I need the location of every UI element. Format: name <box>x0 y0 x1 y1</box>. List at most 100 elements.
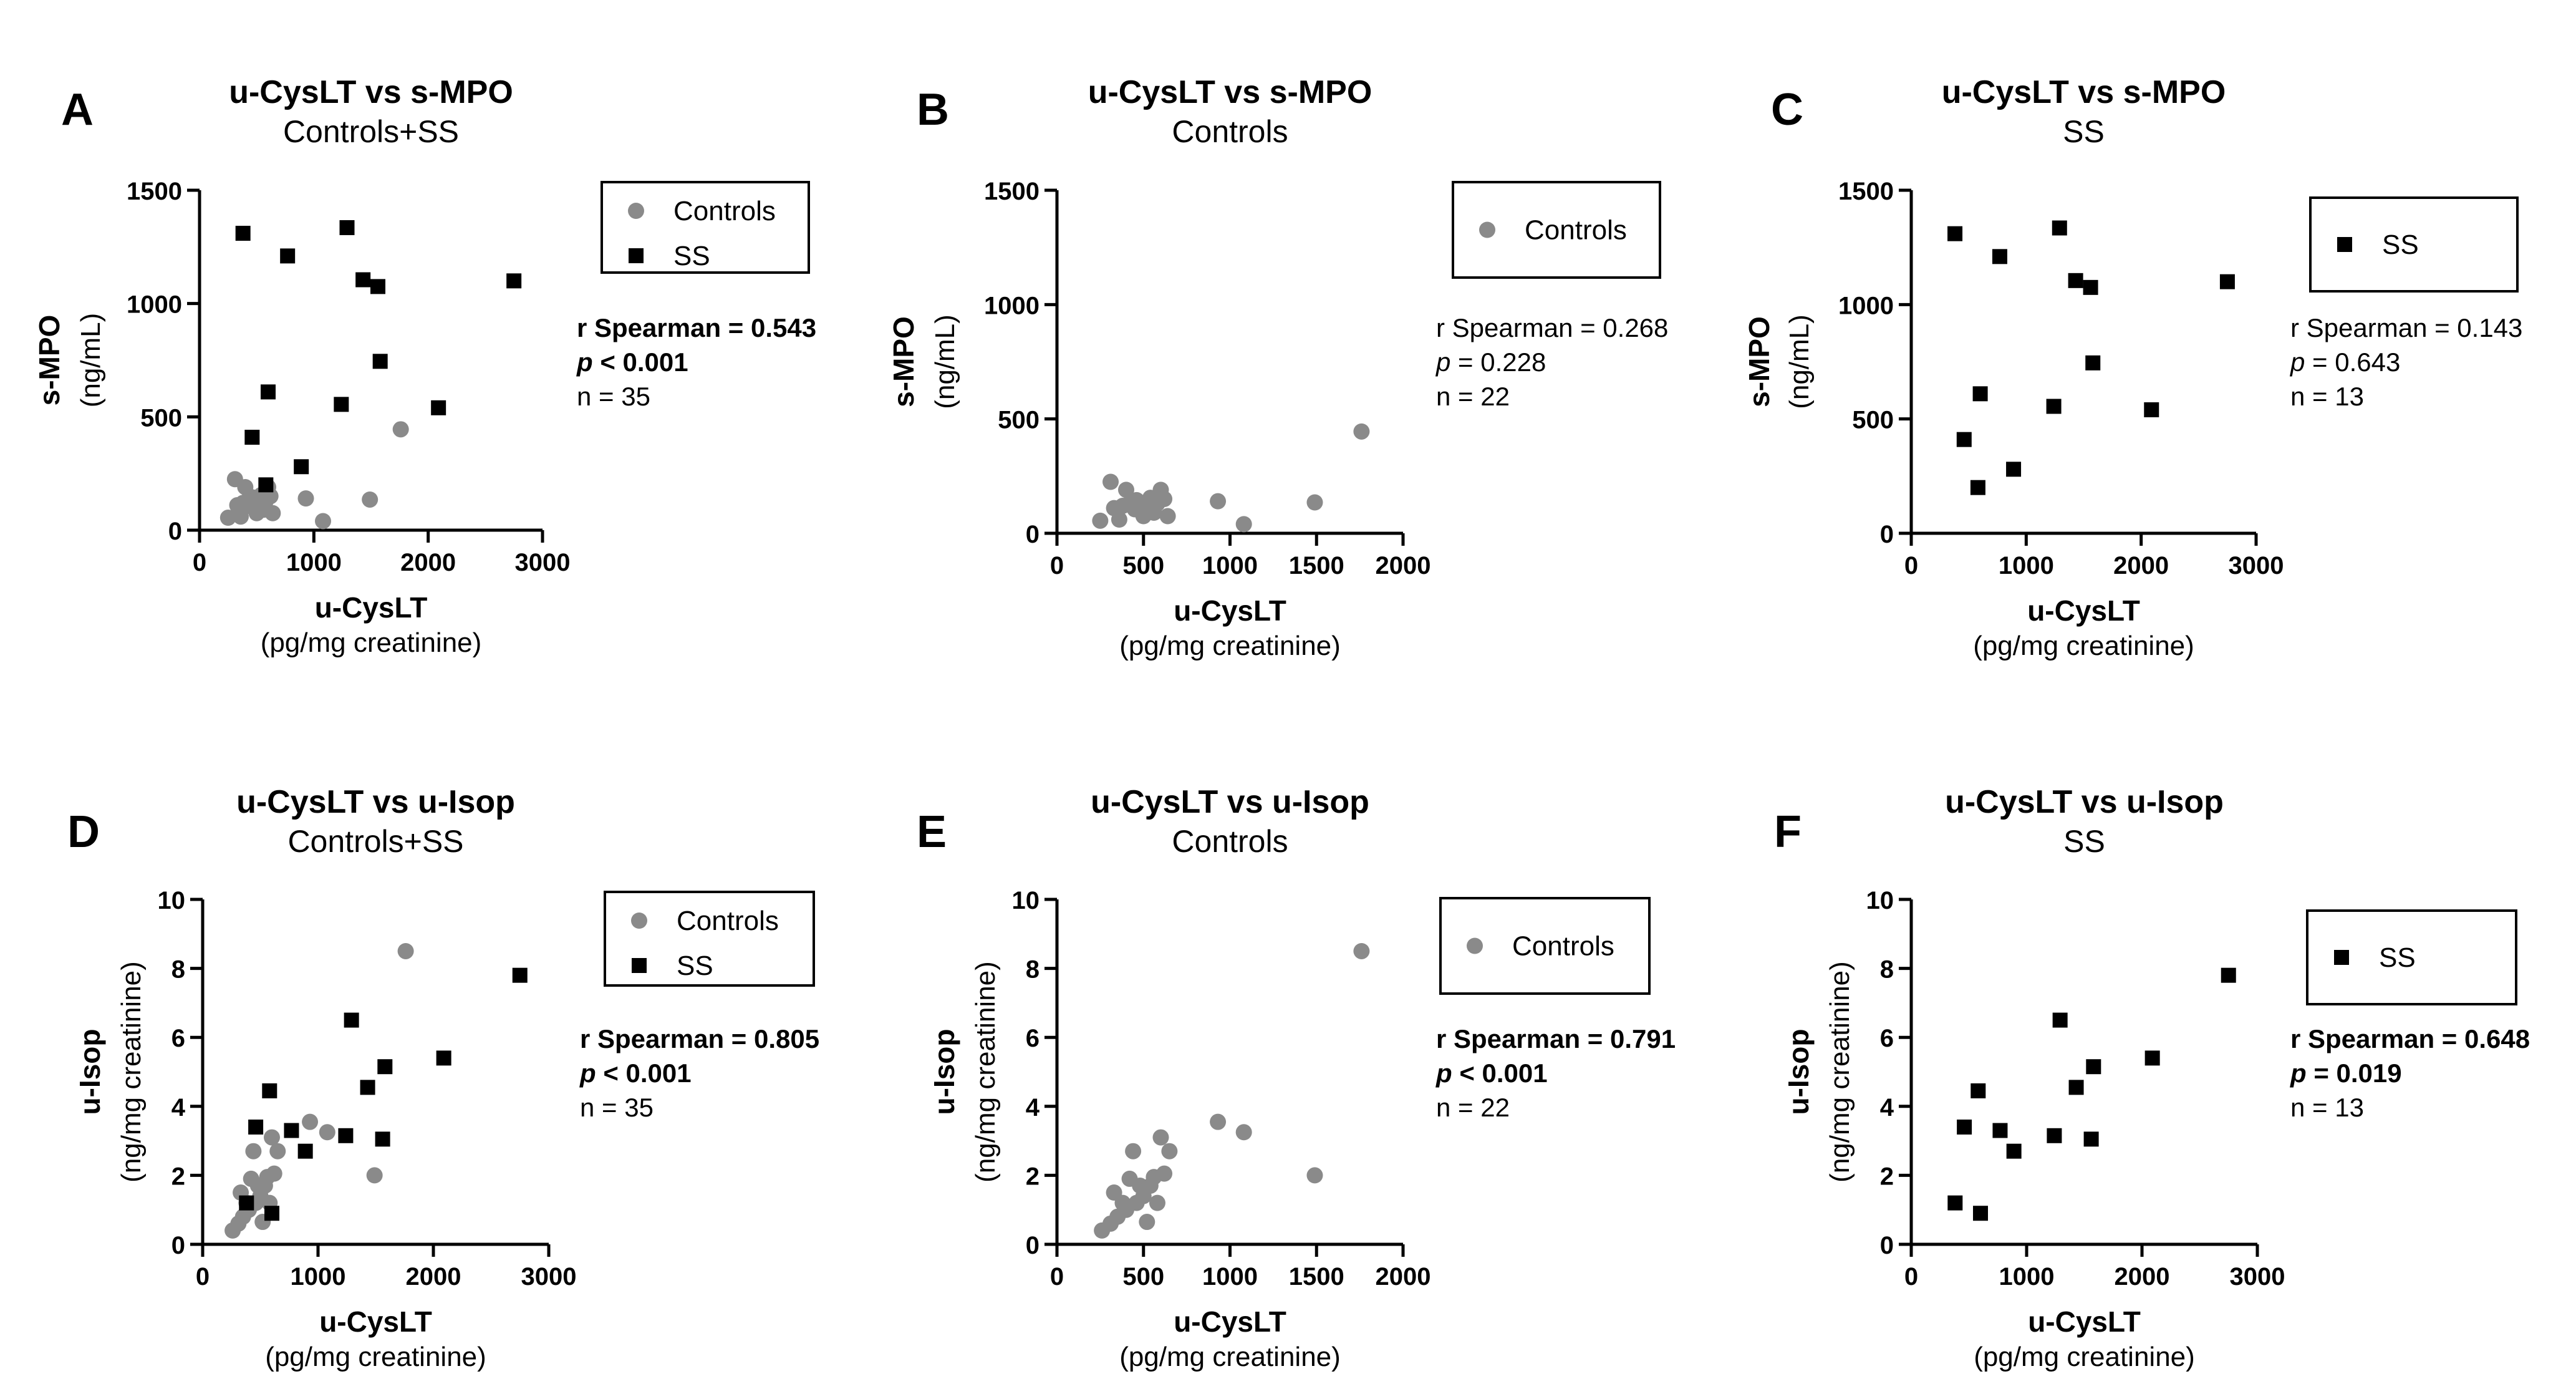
point-controls <box>397 942 414 959</box>
y-tick-label: 1000 <box>127 291 182 319</box>
legend: SS <box>2306 909 2517 1005</box>
y-axis-title: u-Isop <box>928 1029 960 1115</box>
point-ss <box>262 1083 277 1098</box>
point-controls <box>1210 493 1227 510</box>
stat-p-value: p = 0.228 <box>1435 347 1546 377</box>
point-ss <box>2046 399 2062 414</box>
x-tick-label: 3000 <box>515 549 571 576</box>
stat-p-value: p = 0.019 <box>2290 1058 2402 1088</box>
point-ss <box>1992 249 2007 264</box>
legend-label: SS <box>673 241 710 271</box>
stat-p-rest: = 0.019 <box>2307 1058 2402 1088</box>
x-tick-label: 0 <box>1050 552 1064 579</box>
point-controls <box>362 491 379 508</box>
stat-r-spearman: r Spearman = 0.543 <box>577 313 816 342</box>
y-tick-label: 1500 <box>1838 178 1894 205</box>
series-controls <box>224 942 414 1239</box>
y-tick-label: 0 <box>1880 521 1894 548</box>
legend-box <box>2309 196 2519 293</box>
point-controls <box>1306 494 1323 511</box>
point-ss <box>244 430 260 445</box>
x-tick-label: 1000 <box>291 1263 346 1290</box>
panel-d: Du-CysLT vs u-Isop Controls+SS 0 2 4 6 8 10 0 100… <box>67 784 819 1372</box>
stat-n: n = 13 <box>2290 382 2364 411</box>
y-tick-label: 2 <box>1880 1163 1894 1190</box>
series-ss <box>1947 220 2235 495</box>
y-axis-unit: (ng/mg creatinine) <box>1825 961 1855 1183</box>
point-ss <box>339 220 355 235</box>
x-tick-label: 0 <box>1904 552 1918 579</box>
point-ss <box>258 477 274 493</box>
point-ss <box>2052 1012 2068 1028</box>
x-tick-label: 2000 <box>400 549 456 576</box>
y-tick-label: 1500 <box>127 178 182 205</box>
legend: Controls SS <box>604 891 815 987</box>
point-controls <box>1118 482 1134 498</box>
y-tick-label: 10 <box>1866 887 1894 914</box>
y-tick-label: 2 <box>1026 1163 1040 1190</box>
point-ss <box>360 1080 375 1095</box>
point-ss <box>297 1143 313 1159</box>
point-controls <box>264 505 281 521</box>
y-axis-unit: (ng/mL) <box>1784 314 1815 409</box>
legend-marker-controls <box>1479 221 1495 238</box>
x-tick-label: 2000 <box>2113 552 2169 579</box>
point-controls <box>1139 1214 1155 1231</box>
point-ss <box>2144 1050 2160 1066</box>
stat-p-label: p <box>576 347 593 377</box>
legend-label: Controls <box>673 196 776 226</box>
y-tick-label: 0 <box>168 518 182 545</box>
point-ss <box>338 1128 354 1143</box>
y-tick-label: 4 <box>1880 1094 1894 1121</box>
y-tick-label: 1000 <box>1838 292 1894 319</box>
stat-r-spearman: r Spearman = 0.805 <box>580 1024 819 1053</box>
legend-box <box>1439 897 1651 995</box>
y-tick-label: 500 <box>140 404 182 432</box>
x-axis-title: u-CysLT <box>315 591 428 624</box>
chart-subtitle: SS <box>2063 114 2105 149</box>
legend-marker-controls <box>1467 937 1483 954</box>
stat-p-rest: < 0.001 <box>593 347 688 377</box>
y-tick-label: 6 <box>171 1025 185 1052</box>
stat-p-rest: < 0.001 <box>596 1058 692 1088</box>
y-axis-unit: (ng/mg creatinine) <box>970 961 1001 1183</box>
point-controls <box>1353 942 1370 959</box>
chart-subtitle: Controls+SS <box>283 114 459 149</box>
series-controls <box>219 421 409 530</box>
y-tick-label: 0 <box>1026 1232 1040 1259</box>
y-tick-label: 0 <box>1026 521 1040 548</box>
point-controls <box>1092 512 1109 529</box>
point-controls <box>219 510 236 526</box>
stat-p-rest: = 0.643 <box>2305 347 2400 377</box>
stat-p-label: p <box>1435 1058 1452 1088</box>
stat-n: n = 35 <box>577 382 650 411</box>
point-ss <box>264 1206 279 1221</box>
x-axis-unit: (pg/mg creatinine) <box>1973 631 2194 661</box>
point-ss <box>355 272 371 288</box>
y-tick-label: 6 <box>1880 1025 1894 1052</box>
panel-e: Eu-CysLT vs u-Isop Controls 0 2 4 6 8 10 0 500 100… <box>917 784 1676 1372</box>
series-ss <box>1947 967 2236 1221</box>
y-axis-unit: (ng/mL) <box>930 314 960 409</box>
chart-title: u-CysLT vs s-MPO <box>1942 74 2226 110</box>
series-ss <box>235 220 522 493</box>
chart-subtitle: Controls <box>1172 114 1288 149</box>
stat-p-label: p <box>2290 1058 2307 1088</box>
point-controls <box>392 421 409 438</box>
chart-subtitle: Controls <box>1172 824 1288 859</box>
y-tick-label: 10 <box>1012 887 1040 914</box>
point-controls <box>319 1124 335 1141</box>
point-controls <box>1156 1165 1173 1182</box>
legend-box <box>2306 909 2517 1005</box>
stat-p-value: p < 0.001 <box>1435 1058 1548 1088</box>
chart-title: u-CysLT vs u-Isop <box>236 784 515 820</box>
y-axis-title: u-Isop <box>74 1029 106 1115</box>
x-axis-title: u-CysLT <box>1174 594 1286 627</box>
y-tick-label: 8 <box>1880 956 1894 984</box>
legend-label: SS <box>2382 230 2419 260</box>
y-axis-unit: (ng/mg creatinine) <box>116 961 147 1183</box>
point-ss <box>372 354 388 369</box>
point-ss <box>248 1119 264 1135</box>
